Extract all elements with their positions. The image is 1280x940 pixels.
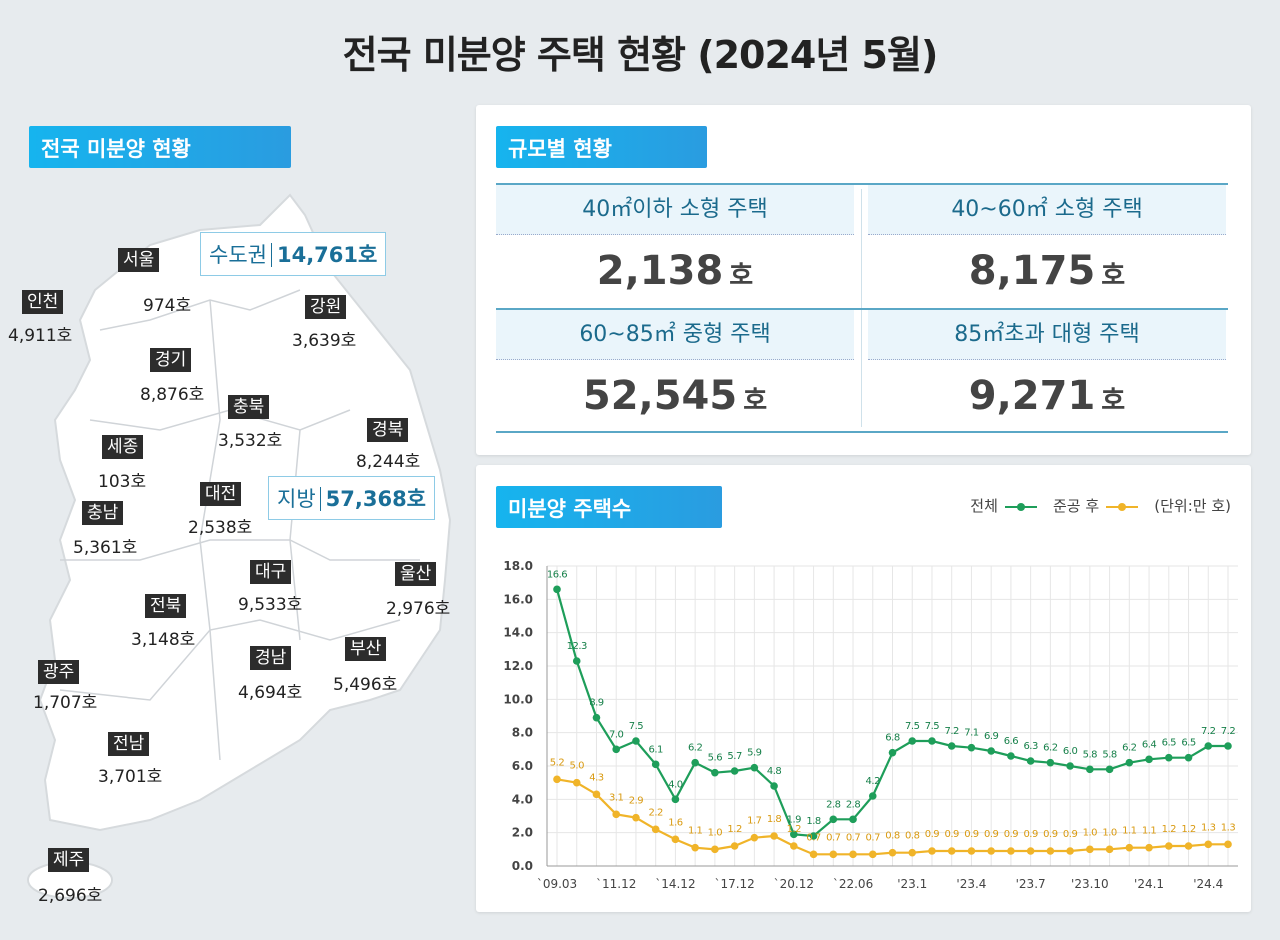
region-count: 974호: [143, 296, 192, 316]
region-name: 부산: [345, 637, 387, 661]
region-name: 대전: [200, 482, 242, 506]
capital-area-value: 14,761호: [270, 243, 378, 267]
region-name: 전북: [145, 594, 187, 618]
region-name: 광주: [38, 660, 80, 684]
size-value: 52,545: [582, 373, 738, 419]
size-grid: 40㎡이하 소형 주택 2,138 호 40~60㎡ 소형 주택 8,175 호 60~…: [496, 183, 1228, 433]
size-cell: 60~85㎡ 중형 주택 52,545 호: [496, 310, 854, 434]
region-count: 5,361호: [73, 538, 138, 558]
size-label: 40~60㎡ 소형 주택: [868, 185, 1226, 235]
size-cell: 85㎡초과 대형 주택 9,271 호: [868, 310, 1226, 434]
capital-area-callout: 수도권 14,761호: [200, 232, 387, 276]
size-unit: 호: [1101, 261, 1126, 291]
region-count: 3,701호: [98, 767, 163, 787]
region-count: 2,696호: [38, 886, 103, 906]
provinces-callout: 지방 57,368호: [268, 476, 435, 520]
region-name: 경남: [250, 646, 292, 670]
size-cell: 40~60㎡ 소형 주택 8,175 호: [868, 185, 1226, 309]
capital-area-label: 수도권: [209, 243, 267, 267]
region-name: 충북: [228, 395, 270, 419]
region-name: 인천: [22, 290, 64, 314]
region-count: 9,533호: [238, 595, 303, 615]
size-value: 8,175: [968, 248, 1096, 294]
provinces-label: 지방: [277, 487, 316, 511]
legend-total-marker: [1004, 502, 1037, 511]
region-name: 경북: [367, 418, 409, 442]
chart-panel: 미분양 주택수 전체 준공 후 (단위:만 호): [476, 465, 1251, 912]
region-name: 제주: [48, 848, 90, 872]
map-section-header: 전국 미분양 현황: [29, 126, 291, 168]
size-label: 40㎡이하 소형 주택: [496, 185, 854, 235]
region-count: 2,538호: [188, 518, 253, 538]
legend-after-label: 준공 후: [1053, 497, 1100, 515]
region-count: 8,876호: [140, 385, 205, 405]
region-count: 1,707호: [33, 693, 98, 713]
size-section-header: 규모별 현황: [496, 126, 707, 168]
size-panel: 규모별 현황 40㎡이하 소형 주택 2,138 호 40~60㎡ 소형 주택 8,1…: [476, 105, 1251, 455]
size-label: 60~85㎡ 중형 주택: [496, 310, 854, 360]
region-count: 103호: [98, 472, 147, 492]
size-cell: 40㎡이하 소형 주택 2,138 호: [496, 185, 854, 309]
region-name: 대구: [250, 560, 292, 584]
unit-label: (단위:만 호): [1154, 497, 1231, 515]
korea-map: [0, 180, 470, 920]
size-value: 2,138: [596, 248, 724, 294]
region-name: 울산: [395, 562, 437, 586]
region-count: 3,639호: [292, 331, 357, 351]
region-name: 서울: [118, 248, 160, 272]
chart-legend: 전체 준공 후 (단위:만 호): [970, 495, 1231, 516]
region-count: 4,694호: [238, 683, 303, 703]
region-count: 4,911호: [8, 326, 73, 346]
size-unit: 호: [743, 386, 768, 416]
region-count: 2,976호: [386, 599, 451, 619]
region-name: 경기: [150, 348, 192, 372]
size-unit: 호: [1101, 386, 1126, 416]
mainland-shape: [38, 193, 452, 832]
region-count: 8,244호: [356, 452, 421, 472]
region-count: 3,148호: [131, 630, 196, 650]
region-name: 강원: [305, 295, 347, 319]
region-name: 충남: [82, 501, 124, 525]
region-count: 5,496호: [333, 675, 398, 695]
page-title: 전국 미분양 주택 현황 (2024년 5월): [342, 33, 939, 77]
size-unit: 호: [729, 261, 754, 291]
chart-section-header: 미분양 주택수: [496, 486, 722, 528]
size-label: 85㎡초과 대형 주택: [868, 310, 1226, 360]
size-value: 9,271: [968, 373, 1096, 419]
region-name: 세종: [102, 435, 144, 459]
region-count: 3,532호: [218, 431, 283, 451]
legend-after-marker: [1105, 502, 1138, 511]
legend-total-label: 전체: [970, 497, 998, 515]
region-name: 전남: [108, 732, 150, 756]
provinces-value: 57,368호: [319, 487, 426, 511]
